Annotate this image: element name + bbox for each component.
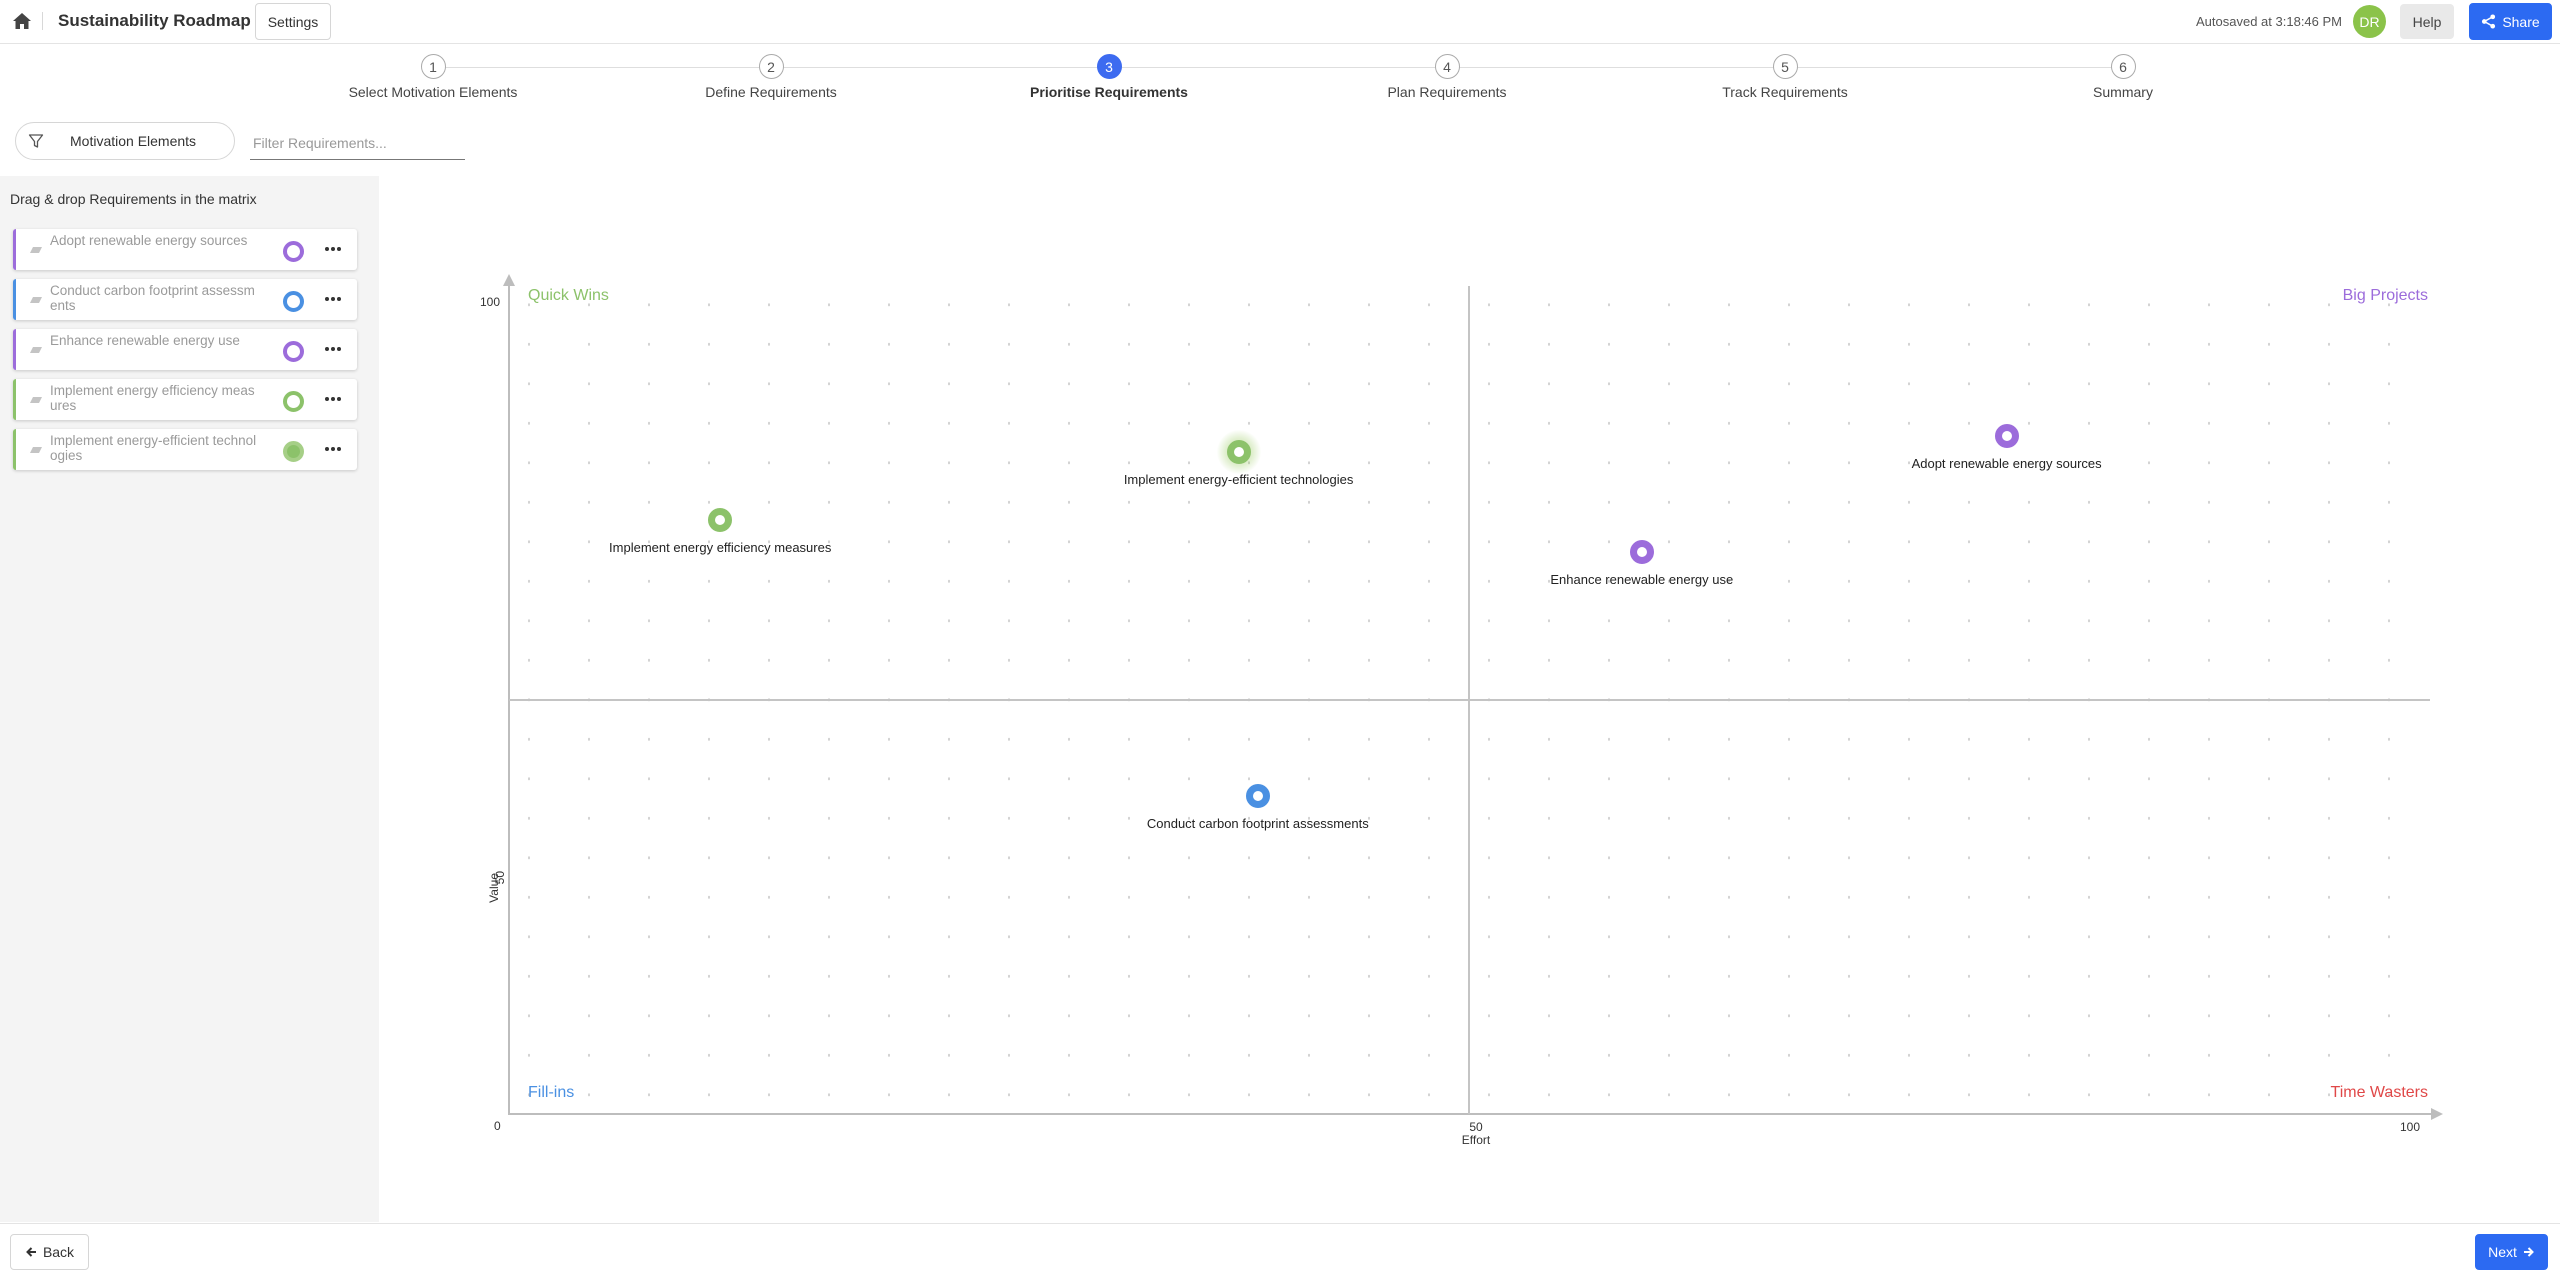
next-label: Next (2488, 1244, 2517, 1260)
point-label: Implement energy efficiency measures (609, 540, 832, 555)
requirement-card[interactable]: Enhance renewable energy use (13, 329, 357, 370)
back-label: Back (42, 1244, 75, 1260)
y-tick-100: 100 (479, 295, 500, 309)
requirement-card-label: Implement energy efficiency measures (50, 383, 255, 413)
requirement-card-label: Conduct carbon footprint assessments (50, 283, 255, 313)
point-marker[interactable] (1226, 440, 1251, 464)
step-number: 1 (420, 54, 446, 79)
motivation-elements-filter[interactable]: Motivation Elements (15, 122, 235, 160)
step-number: 6 (2110, 54, 2136, 79)
prioritisation-matrix[interactable]: Quick Wins Big Projects Fill-ins Time Wa… (380, 176, 2560, 1222)
back-button[interactable]: Back (10, 1234, 89, 1270)
step-label: Prioritise Requirements (1030, 84, 1188, 100)
requirement-card-label: Implement energy-efficient technologies (50, 433, 257, 463)
requirement-card-label: Adopt renewable energy sources (50, 233, 248, 248)
quadrant-label-fill-ins: Fill-ins (528, 1084, 575, 1101)
y-axis-label: Value (486, 873, 501, 903)
y-axis-arrow (503, 274, 515, 286)
step-label: Summary (2093, 84, 2153, 100)
sidebar-title: Drag & drop Requirements in the matrix (10, 191, 257, 207)
autosave-status: Autosaved at 3:18:46 PM (2196, 14, 2342, 29)
divider (42, 12, 43, 30)
x-axis-label: Effort (1461, 1133, 1491, 1147)
arrow-left-icon (26, 1247, 36, 1257)
step-track-requirements[interactable]: 5 Track Requirements (1635, 54, 1935, 100)
point-label: Implement energy-efficient technologies (1123, 472, 1354, 487)
top-bar: Sustainability Roadmap Settings Autosave… (0, 0, 2560, 44)
share-icon (2482, 14, 2496, 29)
app-title: Sustainability Roadmap (58, 11, 251, 30)
point-marker[interactable] (708, 508, 733, 532)
motivation-color-indicator (283, 391, 304, 412)
share-label: Share (2502, 13, 2540, 30)
step-number: 3 (1096, 54, 1122, 79)
quadrant-label-time-wasters: Time Wasters (2330, 1084, 2428, 1101)
step-number: 2 (758, 54, 784, 79)
more-options-icon[interactable] (322, 291, 344, 307)
drag-handle-icon[interactable] (30, 247, 42, 253)
x-tick-0: 0 (494, 1119, 501, 1133)
motivation-color-indicator (283, 291, 304, 312)
more-options-icon[interactable] (322, 441, 344, 457)
point-label: Conduct carbon footprint assessments (1146, 816, 1369, 831)
step-plan-requirements[interactable]: 4 Plan Requirements (1297, 54, 1597, 100)
requirement-card-label: Enhance renewable energy use (50, 333, 240, 348)
drag-handle-icon[interactable] (30, 347, 42, 353)
quadrant-label-quick-wins: Quick Wins (528, 287, 609, 304)
x-tick-100: 100 (2399, 1120, 2421, 1134)
step-define-requirements[interactable]: 2 Define Requirements (621, 54, 921, 100)
motivation-elements-label: Motivation Elements (70, 133, 197, 149)
requirement-card[interactable]: Conduct carbon footprint assessments (13, 279, 357, 320)
drag-handle-icon[interactable] (30, 397, 42, 403)
point-label: Enhance renewable energy use (1550, 572, 1734, 587)
point-marker[interactable] (1629, 540, 1654, 564)
quadrant-label-big-projects: Big Projects (2342, 287, 2428, 304)
drag-handle-icon[interactable] (30, 297, 42, 303)
home-icon[interactable] (12, 11, 32, 31)
motivation-color-indicator (283, 241, 304, 262)
help-button[interactable]: Help (2400, 4, 2454, 39)
user-avatar[interactable]: DR (2353, 5, 2386, 38)
bottom-bar: Back Next (0, 1223, 2560, 1280)
requirement-card[interactable]: Implement energy efficiency measures (13, 379, 357, 420)
arrow-right-icon (2523, 1247, 2534, 1257)
step-number: 5 (1772, 54, 1798, 79)
more-options-icon[interactable] (322, 341, 344, 357)
requirements-sidebar: Drag & drop Requirements in the matrix A… (0, 176, 379, 1222)
point-marker[interactable] (1994, 424, 2019, 448)
x-tick-50: 50 (1469, 1120, 1483, 1134)
filter-requirements-input[interactable] (250, 126, 465, 160)
filter-icon (28, 134, 44, 148)
matrix-grid (503, 274, 2443, 1120)
requirement-card[interactable]: Implement energy-efficient technologies (13, 429, 357, 470)
step-label: Select Motivation Elements (348, 84, 518, 100)
next-button[interactable]: Next (2475, 1234, 2548, 1270)
motivation-color-indicator (283, 341, 304, 362)
point-marker[interactable] (1245, 784, 1270, 808)
stepper-line (433, 67, 2123, 68)
more-options-icon[interactable] (322, 391, 344, 407)
step-label: Define Requirements (705, 84, 837, 100)
drag-handle-icon[interactable] (30, 447, 42, 453)
step-number: 4 (1434, 54, 1460, 79)
step-select-motivation-elements[interactable]: 1 Select Motivation Elements (283, 54, 583, 100)
wizard-stepper: 1 Select Motivation Elements 2 Define Re… (0, 44, 2560, 110)
step-label: Plan Requirements (1387, 84, 1507, 100)
step-summary[interactable]: 6 Summary (1973, 54, 2273, 100)
settings-button[interactable]: Settings (255, 3, 331, 40)
x-axis-arrow (2431, 1108, 2443, 1120)
point-label: Adopt renewable energy sources (1911, 456, 2102, 471)
requirement-card[interactable]: Adopt renewable energy sources (13, 229, 357, 270)
step-prioritise-requirements[interactable]: 3 Prioritise Requirements (959, 54, 1259, 100)
more-options-icon[interactable] (322, 241, 344, 257)
share-button[interactable]: Share (2469, 3, 2552, 40)
step-label: Track Requirements (1722, 84, 1848, 100)
motivation-color-indicator (283, 441, 304, 462)
